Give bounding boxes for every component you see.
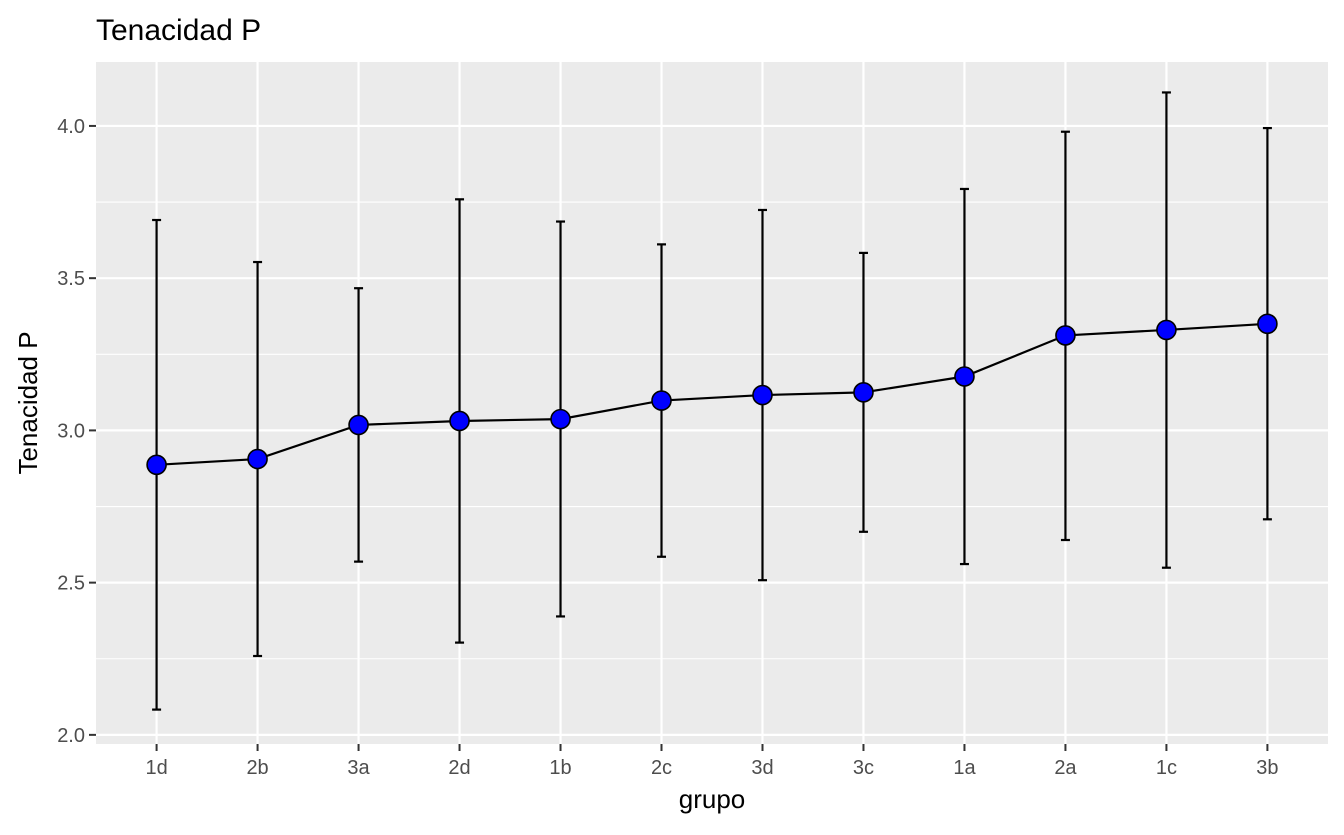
data-point — [1156, 319, 1177, 341]
data-point — [550, 408, 571, 430]
y-tick-label: 2.0 — [57, 725, 85, 747]
x-tick-label: 2c — [651, 757, 672, 779]
data-points — [146, 313, 1278, 476]
data-point — [853, 382, 874, 403]
x-tick-label: 1d — [145, 757, 167, 779]
data-point — [1055, 325, 1076, 346]
x-axis: 1d 2b 3a 2d 1b 2c 3d 3c 1a 2a 1c 3b — [145, 744, 1279, 779]
x-tick-label: 1a — [953, 757, 976, 779]
x-tick-label: 1c — [1156, 757, 1177, 779]
y-tick-label: 3.0 — [57, 420, 85, 442]
data-point — [146, 454, 167, 476]
y-tick-label: 2.5 — [57, 573, 85, 595]
x-tick-label: 2a — [1054, 757, 1077, 779]
x-axis-label: grupo — [679, 784, 746, 814]
y-axis: 2.0 2.5 3.0 3.5 4.0 — [57, 116, 96, 747]
x-tick-label: 3a — [347, 757, 370, 779]
x-tick-label: 3c — [853, 757, 874, 779]
data-point — [247, 448, 268, 470]
y-tick-label: 3.5 — [57, 268, 85, 290]
x-tick-label: 2d — [448, 757, 470, 779]
plot-panel — [96, 62, 1328, 744]
data-point — [651, 390, 672, 411]
x-tick-label: 1b — [549, 757, 571, 779]
x-tick-label: 2b — [246, 757, 268, 779]
chart-title: Tenacidad P — [96, 14, 261, 47]
data-point — [954, 366, 975, 387]
data-point — [752, 384, 773, 406]
series-line — [156, 322, 1268, 466]
data-point — [449, 410, 470, 432]
y-tick-label: 4.0 — [57, 116, 85, 138]
x-tick-label: 3d — [751, 757, 773, 779]
x-tick-label: 3b — [1256, 757, 1278, 779]
data-point — [348, 414, 369, 436]
y-axis-label: Tenacidad P — [13, 331, 43, 474]
grid-minor — [96, 201, 1328, 660]
data-point — [1257, 313, 1278, 335]
